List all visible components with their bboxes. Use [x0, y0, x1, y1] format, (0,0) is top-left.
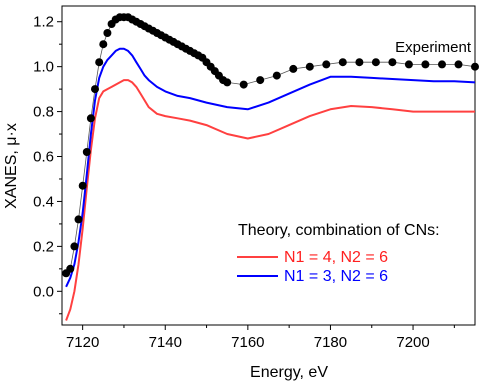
- x-axis-title: Energy, eV: [250, 364, 328, 381]
- experiment-point: [239, 80, 248, 89]
- experiment-point: [438, 60, 446, 69]
- experiment-point: [86, 114, 95, 123]
- experiment-point: [338, 58, 347, 67]
- y-tick-label: 1.0: [33, 59, 54, 76]
- y-tick-label: 0.8: [33, 104, 54, 121]
- experiment-point: [322, 60, 331, 69]
- experiment-point: [95, 58, 104, 67]
- x-tick-label: 7140: [149, 334, 182, 351]
- experiment-point: [91, 85, 99, 94]
- experiment-point: [99, 40, 108, 49]
- experiment-point: [103, 29, 112, 37]
- plot-frame: [61, 5, 476, 326]
- experiment-point: [66, 264, 75, 273]
- experiment-point: [471, 62, 479, 71]
- x-tick-label: 7200: [396, 334, 429, 351]
- experiment-point: [388, 58, 397, 67]
- experiment-point: [256, 76, 265, 85]
- axes-layer: 7120 7140 7160 7180 7200 0.0 0.2 0.4 0.6 0.8 1.0 1.…: [33, 5, 476, 351]
- y-axis-title: XANES, μ·x: [3, 123, 20, 209]
- y-tick-label: 0.0: [33, 283, 54, 300]
- y-tick-label: 1.2: [33, 14, 54, 31]
- legend-title: Theory, combination of CNs:: [238, 222, 440, 239]
- experiment-point: [74, 215, 83, 224]
- legend-label-n1-4: N1 = 4, N2 = 6: [284, 249, 388, 266]
- experiment-point: [223, 78, 232, 87]
- experiment-point: [78, 181, 87, 190]
- experiment-annotation: Experiment: [395, 39, 472, 56]
- label-layer: Experiment Energy, eV XANES, μ·x: [3, 39, 472, 381]
- experiment-point: [82, 148, 91, 156]
- experiment-point: [454, 60, 463, 69]
- experiment-point: [404, 60, 413, 69]
- experiment-point: [371, 58, 380, 67]
- y-tick-label: 0.6: [33, 149, 54, 166]
- x-tick-label: 7160: [231, 334, 264, 351]
- experiment-point: [289, 64, 298, 73]
- y-tick-label: 0.2: [33, 238, 54, 255]
- experiment-point: [70, 242, 79, 251]
- y-tick-label: 0.4: [33, 193, 54, 210]
- legend-label-n1-3: N1 = 3, N2 = 6: [284, 268, 388, 285]
- experiment-point: [421, 60, 430, 69]
- experiment-point: [355, 58, 364, 67]
- experiment-point: [272, 71, 281, 80]
- series-line-n1-4-n2-6: [65, 79, 475, 321]
- series-layer: [62, 13, 479, 321]
- x-tick-label: 7120: [66, 334, 99, 351]
- experiment-point: [305, 62, 314, 71]
- series-line-n1-3-n2-6: [65, 47, 476, 288]
- legend: Theory, combination of CNs: N1 = 4, N2 =…: [237, 222, 440, 285]
- x-tick-label: 7180: [314, 334, 347, 351]
